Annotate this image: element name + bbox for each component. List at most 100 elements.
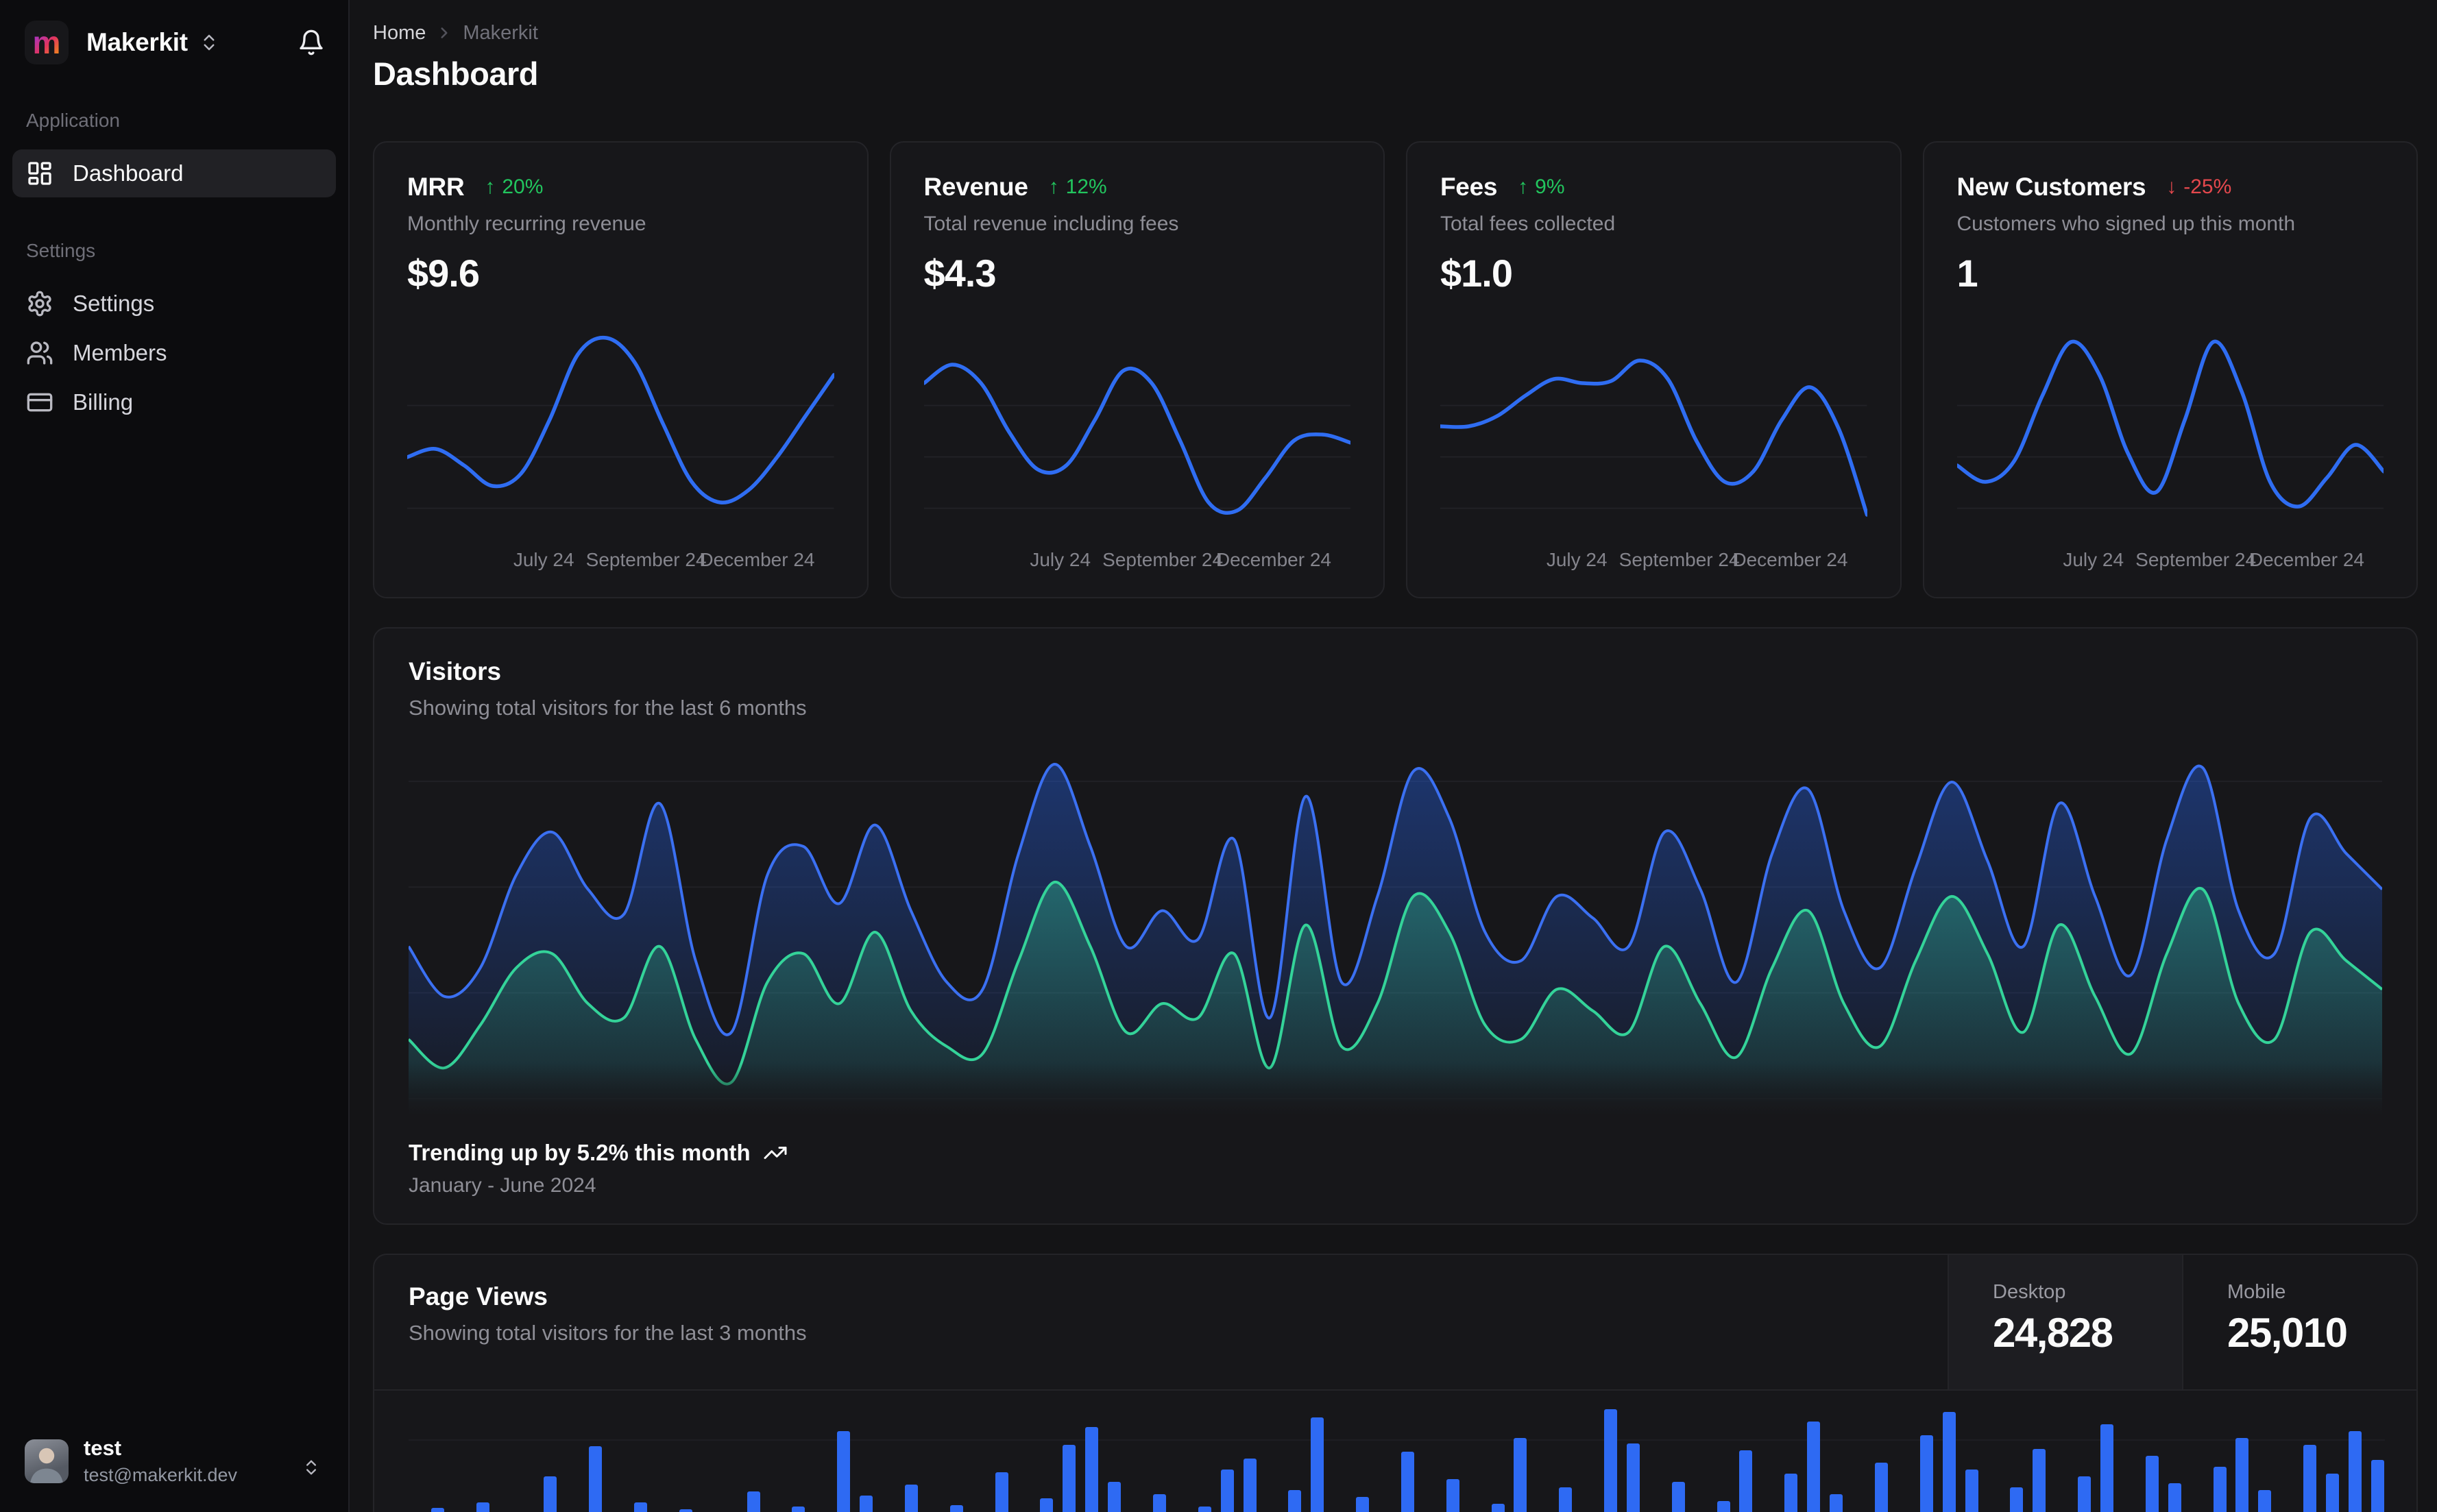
bar	[2168, 1483, 2181, 1512]
stat-title: Fees	[1440, 173, 1498, 202]
stat-title: MRR	[407, 173, 465, 202]
bar	[1063, 1445, 1076, 1512]
bar	[2371, 1460, 2384, 1512]
bar	[589, 1446, 603, 1512]
workspace-row: m Makerkit	[0, 0, 348, 64]
visitors-title: Visitors	[409, 657, 502, 686]
bar-chart-gridline	[409, 1439, 2385, 1441]
sidebar-item-dashboard[interactable]: Dashboard	[12, 149, 336, 197]
makerkit-logo: m	[25, 21, 69, 64]
stat-cards-row: MRR ↑ 20% Monthly recurring revenue $9.6	[373, 141, 2418, 599]
desktop-toggle[interactable]: Desktop 24,828	[1948, 1255, 2182, 1390]
stat-delta-1: ↑ 12%	[1049, 175, 1107, 199]
desktop-label: Desktop	[1993, 1281, 2066, 1304]
workspace-name: Makerkit	[86, 28, 188, 56]
nav-section-application-label: Application	[26, 110, 120, 131]
bar	[476, 1502, 489, 1512]
stat-title: Revenue	[923, 173, 1028, 202]
revenue-sparkline-chart: July 24 September 24 December 24	[923, 308, 1350, 576]
bar	[1965, 1470, 1978, 1512]
stat-delta-3: ↓ -25%	[2166, 175, 2231, 199]
bar	[431, 1508, 444, 1512]
visitors-subtitle: Showing total visitors for the last 6 mo…	[409, 696, 807, 720]
bar	[1919, 1435, 1933, 1512]
logo-letter: m	[32, 25, 61, 60]
stat-delta-2: ↑ 9%	[1518, 175, 1564, 199]
trending-up-icon	[764, 1147, 787, 1160]
breadcrumb: Home Makerkit	[373, 19, 2418, 47]
nav-section-settings-label: Settings	[26, 240, 96, 261]
stat-delta-0: ↑ 20%	[485, 175, 543, 199]
bar	[1356, 1497, 1370, 1512]
page-views-subtitle: Showing total visitors for the last 3 mo…	[409, 1321, 807, 1345]
x-axis-ticks: July 24 September 24 December 24	[2063, 549, 2364, 571]
bar	[2348, 1431, 2362, 1512]
bar	[1514, 1438, 1527, 1512]
bar	[904, 1485, 918, 1512]
visitors-period: January - June 2024	[409, 1174, 596, 1197]
stat-value: $4.3	[923, 252, 997, 295]
stat-description: Customers who signed up this month	[1956, 212, 2296, 236]
trend-arrow: ↑	[485, 175, 496, 199]
bar	[995, 1472, 1008, 1512]
credit-card-icon	[26, 389, 53, 416]
bar	[2145, 1456, 2159, 1512]
visitors-card: Visitors Showing total visitors for the …	[373, 627, 2418, 1226]
bar	[1446, 1479, 1459, 1512]
sidebar-item-settings[interactable]: Settings	[12, 280, 336, 328]
x-axis-ticks: July 24 September 24 December 24	[1546, 549, 1848, 571]
bar	[2235, 1438, 2249, 1512]
page-views-toggle-group: Desktop 24,828 Mobile 25,010	[1948, 1255, 2416, 1390]
mobile-value: 25,010	[2227, 1310, 2348, 1356]
bar	[1604, 1409, 1618, 1512]
bar	[1220, 1470, 1234, 1512]
bar	[1830, 1494, 1843, 1512]
visitors-trend-text: Trending up by 5.2% this month	[409, 1140, 751, 1166]
bar	[1198, 1507, 1211, 1512]
bar	[949, 1505, 963, 1512]
user-menu-chevrons-icon[interactable]	[302, 1458, 321, 1477]
breadcrumb-current: Makerkit	[463, 21, 538, 44]
sidebar-item-billing[interactable]: Billing	[12, 378, 336, 426]
notifications-bell-icon[interactable]	[298, 29, 325, 56]
bar	[634, 1502, 648, 1512]
bar	[1311, 1417, 1324, 1512]
stat-card-mrr: MRR ↑ 20% Monthly recurring revenue $9.6	[373, 141, 869, 599]
sidebar-item-label: Billing	[73, 389, 134, 415]
bar	[1807, 1422, 1821, 1512]
trend-arrow: ↓	[2166, 175, 2177, 199]
users-icon	[26, 339, 53, 367]
layout-dashboard-icon	[26, 160, 53, 187]
desktop-value: 24,828	[1993, 1310, 2113, 1356]
sidebar-nav: Application Dashboard Settings Settings …	[0, 110, 348, 428]
workspace-switcher-chevrons-icon[interactable]	[199, 32, 219, 53]
bar	[792, 1507, 805, 1512]
page-views-bar-chart	[409, 1409, 2385, 1512]
bar	[860, 1496, 873, 1512]
stat-description: Monthly recurring revenue	[407, 212, 646, 236]
sidebar-item-members[interactable]: Members	[12, 329, 336, 377]
bar	[1288, 1490, 1302, 1512]
bar	[1784, 1474, 1798, 1512]
chevron-right-icon	[435, 24, 453, 42]
main-content: Home Makerkit Dashboard MRR ↑ 20% Monthl…	[350, 0, 2437, 1512]
bar	[544, 1476, 557, 1512]
stat-description: Total revenue including fees	[923, 212, 1179, 236]
page-views-title: Page Views	[409, 1282, 548, 1311]
bar	[1040, 1498, 1054, 1512]
delta-value: 20%	[502, 175, 544, 199]
mobile-toggle[interactable]: Mobile 25,010	[2182, 1255, 2416, 1390]
trend-arrow: ↑	[1048, 175, 1059, 199]
mobile-label: Mobile	[2227, 1281, 2286, 1304]
stat-title: New Customers	[1956, 173, 2146, 202]
user-menu[interactable]: test test@makerkit.dev	[0, 1422, 348, 1512]
user-meta: test test@makerkit.dev	[84, 1436, 237, 1486]
sidebar-item-label: Settings	[73, 291, 155, 316]
page-views-card: Page Views Showing total visitors for th…	[373, 1254, 2418, 1512]
bar	[2303, 1445, 2317, 1512]
breadcrumb-home-link[interactable]: Home	[373, 21, 426, 44]
bar	[1739, 1450, 1753, 1512]
page-views-header: Page Views Showing total visitors for th…	[374, 1255, 2416, 1391]
delta-value: 12%	[1065, 175, 1107, 199]
fees-sparkline-chart: July 24 September 24 December 24	[1440, 308, 1867, 576]
